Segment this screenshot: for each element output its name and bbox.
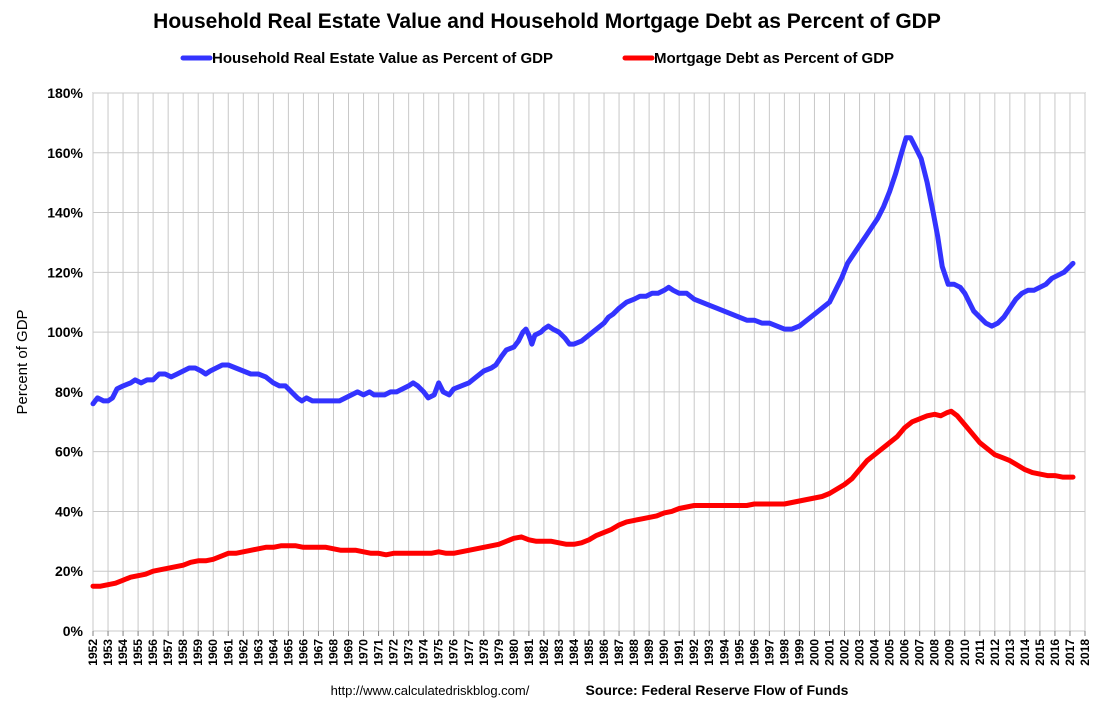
y-tick-label: 0% [63,623,84,639]
x-tick-label: 1993 [702,639,716,666]
x-tick-label: 1960 [206,639,220,666]
x-tick-label: 1982 [537,639,551,666]
y-tick-label: 40% [55,503,84,519]
y-tick-label: 100% [47,324,83,340]
x-tick-label: 1961 [221,639,235,666]
x-axis-ticks: 1952 1953 1954 1955 1956 1957 1958 1959 1960 1961… [86,631,1092,666]
x-tick-label: 1968 [326,639,340,666]
legend-label-real-estate: Household Real Estate Value as Percent o… [212,50,553,67]
x-tick-label: 1954 [116,639,130,666]
x-tick-label: 1979 [492,639,506,666]
source-url: http://www.calculatedriskblog.com/ [331,683,530,698]
y-tick-label: 120% [47,264,83,280]
x-tick-label: 1976 [447,639,461,666]
x-tick-label: 1972 [387,639,401,666]
x-tick-label: 1998 [777,639,791,666]
y-tick-label: 140% [47,205,83,221]
x-tick-label: 1990 [657,639,671,666]
x-tick-label: 1974 [417,639,431,666]
x-tick-label: 2007 [913,639,927,666]
x-tick-label: 1958 [176,639,190,666]
y-tick-label: 80% [55,384,84,400]
x-tick-label: 1988 [627,639,641,666]
x-tick-label: 2006 [898,639,912,666]
x-tick-label: 1964 [266,639,280,666]
x-tick-label: 2015 [1033,639,1047,666]
x-tick-label: 1952 [86,639,100,666]
x-tick-label: 2014 [1018,639,1032,666]
x-tick-label: 1966 [296,639,310,666]
x-tick-label: 1962 [236,639,250,666]
gridlines [92,92,1086,632]
x-tick-label: 1991 [672,639,686,666]
x-tick-label: 2011 [973,639,987,665]
y-tick-label: 160% [47,145,83,161]
series-line-real-estate [90,135,1076,407]
x-tick-label: 1994 [717,639,731,666]
x-tick-label: 1970 [357,639,371,666]
x-tick-label: 2003 [853,639,867,666]
source-note: Source: Federal Reserve Flow of Funds [586,682,849,698]
x-tick-label: 1956 [146,639,160,666]
x-tick-label: 2004 [868,639,882,666]
x-tick-label: 2002 [838,639,852,666]
x-tick-label: 2005 [883,639,897,666]
x-tick-label: 2017 [1063,639,1077,666]
series-lines [90,135,1076,589]
x-tick-label: 1978 [477,639,491,666]
x-tick-label: 1977 [462,639,476,666]
x-tick-label: 1963 [251,639,265,666]
x-tick-label: 1971 [372,639,386,666]
series-line-mortgage-debt [90,408,1076,589]
x-tick-label: 2009 [943,639,957,666]
y-tick-label: 60% [55,444,84,460]
x-tick-label: 1955 [131,639,145,666]
x-tick-label: 2016 [1048,639,1062,666]
x-tick-label: 1992 [687,639,701,666]
legend-label-mortgage-debt: Mortgage Debt as Percent of GDP [654,50,894,67]
x-tick-label: 2010 [958,639,972,666]
x-tick-label: 1980 [507,639,521,666]
x-tick-label: 1981 [522,639,536,666]
y-axis-label: Percent of GDP [14,309,31,414]
x-tick-label: 1997 [762,639,776,666]
x-tick-label: 1967 [311,639,325,666]
x-tick-label: 1985 [582,639,596,666]
x-tick-label: 2012 [988,639,1002,666]
x-tick-label: 1987 [612,639,626,666]
x-tick-label: 1984 [567,639,581,666]
x-tick-label: 1965 [281,639,295,666]
x-tick-label: 1953 [101,639,115,666]
x-tick-label: 1975 [432,639,446,666]
x-tick-label: 1969 [342,639,356,666]
x-tick-label: 1957 [161,639,175,666]
chart-title: Household Real Estate Value and Househol… [153,10,941,33]
x-tick-label: 2013 [1003,639,1017,666]
x-tick-label: 2008 [928,639,942,666]
x-tick-label: 2001 [822,639,836,666]
x-tick-label: 1995 [732,639,746,666]
x-tick-label: 2000 [807,639,821,666]
x-tick-label: 1999 [792,639,806,666]
y-axis-ticks: 0% 20% 40% 60% 80% 100% 120% 140% 160% 180% [47,85,83,639]
x-tick-label: 1996 [747,639,761,666]
y-tick-label: 180% [47,85,83,101]
x-tick-label: 1959 [191,639,205,666]
x-tick-label: 1973 [402,639,416,666]
y-tick-label: 20% [55,563,84,579]
x-tick-label: 1989 [642,639,656,666]
legend: Household Real Estate Value as Percent o… [180,50,894,67]
x-tick-label: 2018 [1078,639,1092,666]
x-tick-label: 1983 [552,639,566,666]
x-tick-label: 1986 [597,639,611,666]
